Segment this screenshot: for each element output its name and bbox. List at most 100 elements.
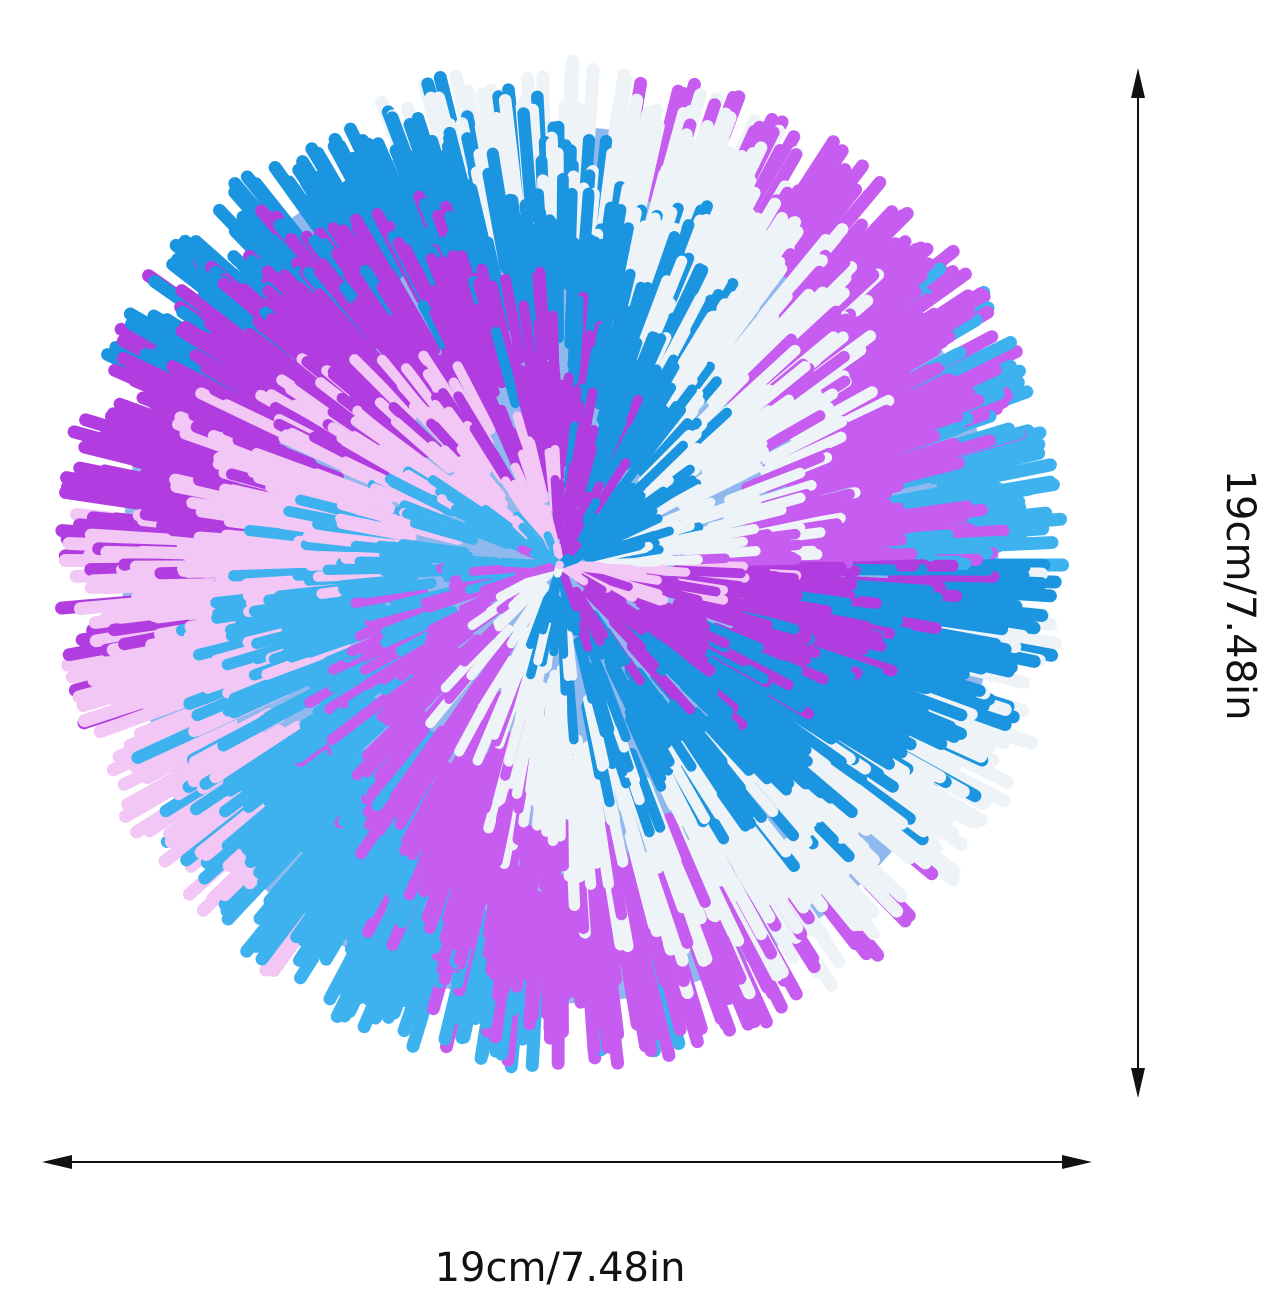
- spike: [350, 585, 429, 609]
- spike: [308, 431, 390, 479]
- spike: [689, 449, 762, 495]
- spike: [736, 622, 821, 659]
- spike: [510, 462, 543, 522]
- spike: [582, 740, 606, 827]
- spike: [349, 354, 417, 422]
- spike: [517, 107, 539, 223]
- spike: [573, 636, 597, 704]
- spike: [572, 734, 591, 820]
- spike: [129, 715, 238, 774]
- spike: [361, 708, 427, 778]
- spike: [513, 825, 535, 926]
- spike: [701, 424, 775, 476]
- spike: [705, 714, 773, 785]
- spike: [419, 760, 468, 846]
- spike: [387, 605, 458, 642]
- spike: [336, 518, 417, 543]
- spike: [616, 515, 679, 546]
- spike: [590, 482, 638, 532]
- spike: [517, 449, 546, 513]
- spike: [638, 418, 693, 478]
- spike: [507, 487, 546, 540]
- spike: [700, 916, 755, 1031]
- spike: [690, 707, 755, 776]
- spike: [706, 504, 787, 533]
- spike: [441, 413, 492, 476]
- spike: [724, 467, 806, 506]
- spike: [430, 703, 479, 778]
- spike: [629, 285, 669, 373]
- height-label: 19cm/7.48in: [1217, 469, 1263, 721]
- spike: [116, 424, 228, 468]
- spike: [659, 264, 709, 353]
- spike: [98, 576, 215, 595]
- spike: [586, 663, 615, 734]
- spike: [748, 562, 837, 575]
- spike: [498, 557, 555, 569]
- spike: [664, 311, 717, 391]
- spike: [209, 720, 304, 784]
- spike: [354, 556, 433, 568]
- spike: [390, 416, 455, 474]
- spike: [473, 655, 514, 722]
- spike: [490, 326, 521, 409]
- spike: [741, 452, 826, 494]
- spike: [374, 729, 435, 806]
- spike: [555, 560, 580, 612]
- spike: [685, 839, 739, 939]
- spike: [888, 487, 1002, 517]
- spike: [593, 327, 622, 410]
- spike: [452, 361, 496, 435]
- spike: [783, 183, 863, 280]
- spike: [484, 399, 521, 469]
- spike: [686, 808, 742, 902]
- spike: [723, 492, 806, 524]
- spike: [531, 424, 551, 493]
- spike: [626, 679, 672, 749]
- spike: [572, 586, 609, 640]
- spike: [760, 431, 847, 478]
- spike: [789, 159, 869, 260]
- spike: [599, 557, 662, 569]
- spike: [468, 477, 519, 526]
- spike: [561, 616, 578, 681]
- spike: [409, 518, 479, 545]
- spike: [672, 598, 746, 629]
- spike: [634, 405, 687, 469]
- spike: [499, 273, 526, 364]
- spike: [277, 750, 358, 825]
- spike: [473, 303, 508, 389]
- spike: [663, 812, 711, 908]
- spike: [583, 430, 614, 496]
- spike: [576, 567, 633, 592]
- spike: [269, 402, 356, 455]
- spike: [527, 890, 546, 1004]
- spike: [598, 460, 644, 516]
- spike: [457, 455, 508, 509]
- spike: [549, 595, 562, 657]
- spike: [642, 442, 702, 495]
- spike: [659, 537, 733, 556]
- spike: [886, 476, 998, 509]
- spike: [528, 681, 548, 758]
- spike: [763, 705, 847, 768]
- spike: [546, 669, 560, 744]
- spike: [462, 315, 500, 398]
- spike: [341, 179, 404, 280]
- spike: [466, 624, 514, 681]
- spike: [598, 424, 638, 489]
- spike: [707, 335, 775, 407]
- spike: [583, 540, 642, 563]
- spike: [695, 600, 773, 630]
- spike: [584, 692, 610, 770]
- spike: [187, 724, 286, 788]
- spike: [540, 227, 556, 326]
- spike: [511, 582, 550, 634]
- spike: [313, 479, 396, 514]
- spike: [468, 636, 513, 698]
- spike: [219, 747, 310, 818]
- spike: [446, 752, 488, 838]
- spike: [480, 730, 513, 814]
